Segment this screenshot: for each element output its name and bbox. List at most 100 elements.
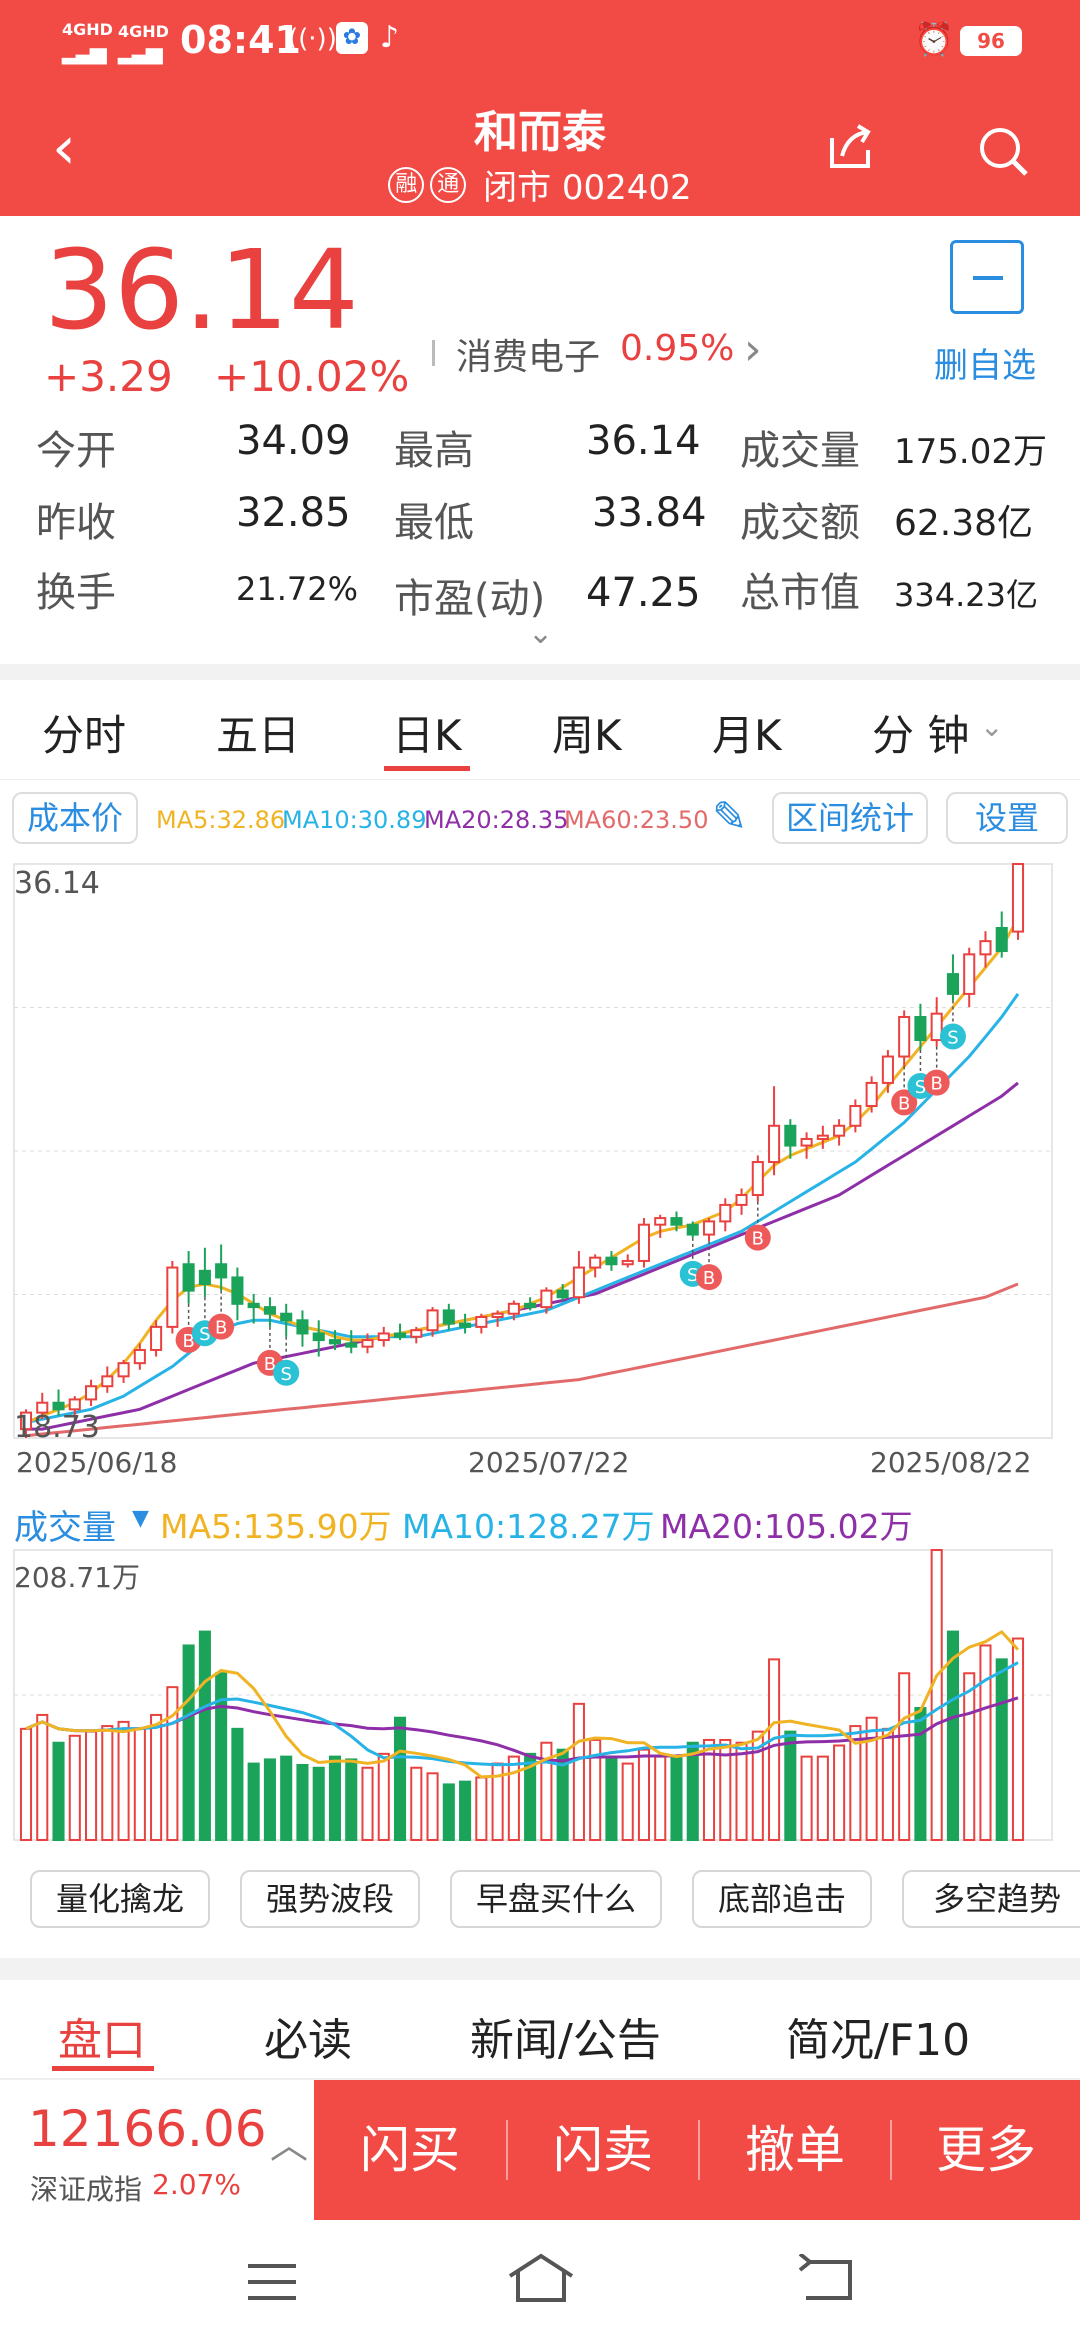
chip-morning-buy[interactable]: 早盘买什么 [450, 1870, 662, 1928]
tab-daily-k[interactable]: 日K [392, 711, 462, 760]
candle-body [946, 973, 959, 995]
flash-buy-button[interactable]: 闪买 [360, 2121, 460, 2179]
minus-icon [973, 276, 1003, 280]
menu-icon[interactable] [244, 2262, 300, 2302]
tab-monthly-k[interactable]: 月K [712, 711, 782, 760]
settings-button[interactable]: 设置 [946, 792, 1068, 844]
ma10-label: MA10:30.89 [282, 806, 427, 834]
signal-label-s: S [687, 1265, 698, 1286]
volume-bar [198, 1630, 211, 1841]
sector-name[interactable]: 消费电子 [456, 337, 601, 378]
candle-body [865, 1081, 878, 1107]
remove-watch-label[interactable]: 删自选 [934, 346, 1036, 386]
back-nav-icon[interactable] [796, 2254, 856, 2304]
volume-bar [898, 1672, 911, 1842]
candle-body [654, 1217, 667, 1226]
chip-bottom-chase[interactable]: 底部追击 [692, 1870, 872, 1928]
volume-bar [263, 1758, 276, 1842]
flash-sell-button[interactable]: 闪卖 [553, 2121, 653, 2179]
volume-bar [442, 1783, 455, 1841]
ma-line-ma20 [26, 1081, 1019, 1431]
signal-marker-s [273, 1359, 300, 1386]
tab-intraday[interactable]: 分时 [42, 711, 127, 760]
signal-label-s: S [947, 1027, 958, 1048]
signal-label-b: B [931, 1074, 943, 1095]
tab-minutes[interactable]: 分 钟 [872, 711, 970, 760]
chip-trend[interactable]: 多空趋势 [902, 1870, 1080, 1928]
signal-marker-b [891, 1089, 918, 1116]
candle-body [572, 1266, 585, 1299]
candle-body [719, 1203, 732, 1223]
volume-chart[interactable] [0, 1546, 1080, 1846]
candle-body [459, 1322, 472, 1328]
volume-bar [52, 1741, 65, 1841]
candle-body [686, 1223, 699, 1236]
volume-bar [963, 1672, 976, 1842]
tab-profile[interactable]: 简况/F10 [786, 2015, 971, 2066]
section-gap-2 [0, 1958, 1080, 1980]
home-icon[interactable] [506, 2250, 576, 2306]
app-header: ‹ 和而泰 融通 闭市 002402 [0, 80, 1080, 216]
turnover-label: 成交额 [740, 500, 860, 546]
tab-five-day[interactable]: 五日 [216, 711, 301, 760]
action-divider-2 [698, 2120, 700, 2180]
candle-body [670, 1217, 683, 1226]
signal-bars-icon-1: ▂▃▅ [62, 40, 107, 65]
volume-chart-label[interactable]: 成交量 [14, 1508, 116, 1548]
candle-body [442, 1309, 455, 1325]
expand-chevron-icon[interactable]: ⌄ [528, 616, 554, 651]
volume-bar [946, 1630, 959, 1841]
open-label: 今开 [36, 428, 116, 474]
cancel-order-button[interactable]: 撤单 [745, 2121, 845, 2179]
chevron-up-icon[interactable]: ︿ [270, 2123, 309, 2167]
volume-bar [719, 1738, 732, 1841]
chip-quant[interactable]: 量化擒龙 [30, 1870, 210, 1928]
range-stats-button[interactable]: 区间统计 [772, 792, 928, 844]
candle-body [101, 1375, 114, 1388]
volume-dropdown-icon[interactable]: ▼ [132, 1506, 149, 1531]
volume-bar [686, 1741, 699, 1841]
tab-handicap[interactable]: 盘口 [58, 2015, 146, 2066]
back-icon[interactable]: ‹ [52, 113, 76, 183]
ma60-label: MA60:23.50 [564, 806, 709, 834]
candle-body [133, 1348, 146, 1365]
sector-pct[interactable]: 0.95% [620, 328, 735, 369]
volume-bar [410, 1766, 423, 1841]
tab-news[interactable]: 新闻/公告 [470, 2015, 661, 2066]
date-label-start: 2025/06/18 [16, 1446, 178, 1479]
candle-body [182, 1263, 195, 1292]
clock-text: 08:41 [180, 18, 301, 62]
pencil-icon[interactable]: ✎ [712, 792, 748, 841]
signal-label-s: S [199, 1324, 210, 1345]
volume-bar [68, 1734, 81, 1842]
pe-label: 市盈(动) [394, 576, 546, 622]
cost-price-button[interactable]: 成本价 [12, 792, 138, 844]
volume-bar [377, 1752, 390, 1842]
index-ticker[interactable]: 12166.06 深证成指 2.07% ︿ [0, 2080, 314, 2220]
dropdown-arrow-icon[interactable]: ⌄ [980, 710, 1004, 743]
kchart-max-label: 36.14 [14, 866, 100, 901]
volume-bar [784, 1730, 797, 1841]
tab-weekly-k[interactable]: 周K [552, 711, 622, 760]
candle-body [524, 1302, 537, 1309]
candle-body [507, 1302, 520, 1315]
share-icon[interactable] [822, 120, 878, 176]
signal-label-b: B [752, 1229, 764, 1250]
signal-marker-s [939, 1023, 966, 1050]
more-button[interactable]: 更多 [936, 2121, 1036, 2179]
search-icon[interactable] [976, 124, 1032, 180]
tab-must-read[interactable]: 必读 [264, 2015, 352, 2066]
active-tab-underline [384, 766, 470, 771]
signal-label-b: B [215, 1318, 227, 1339]
candle-body [881, 1055, 894, 1084]
candle-body [393, 1332, 407, 1338]
chevron-right-icon[interactable]: › [744, 324, 762, 375]
volume-bar [215, 1672, 228, 1842]
candle-body [556, 1289, 569, 1299]
remove-watch-button[interactable] [950, 240, 1024, 314]
chip-strong-wave[interactable]: 强势波段 [240, 1870, 420, 1928]
volume-value: 175.02万 [894, 432, 1047, 472]
signal-label-s: S [280, 1364, 291, 1385]
volume-bar [182, 1644, 195, 1841]
